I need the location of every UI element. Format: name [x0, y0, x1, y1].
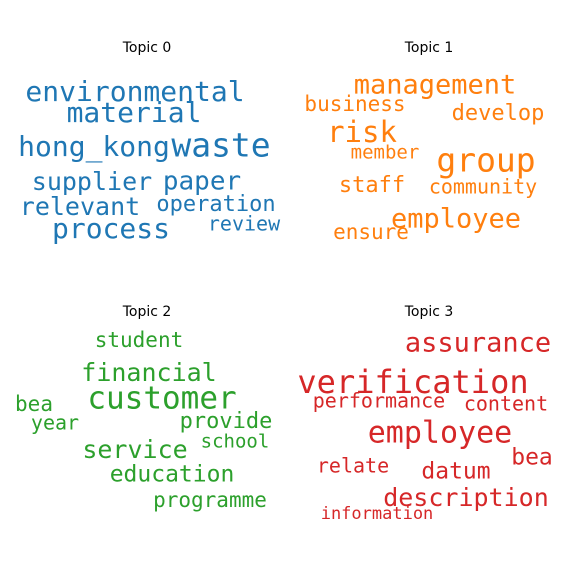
topic-3-word-performance: performance [313, 389, 445, 413]
topic-1-word-ensure: ensure [333, 220, 409, 244]
topic-3-word-relate: relate [317, 454, 389, 478]
topic-1-word-member: member [351, 142, 420, 164]
topic-3-word-employee: employee [368, 416, 513, 451]
topic-1-word-staff: staff [339, 173, 405, 198]
topic-0-title: Topic 0 [122, 40, 172, 56]
topic-3-word-content: content [464, 392, 548, 416]
topic-1-title: Topic 1 [404, 40, 454, 56]
topic-3-word-description: description [383, 483, 549, 512]
topic-2-title: Topic 2 [122, 304, 172, 320]
topic-3-word-verification: verification [297, 363, 528, 401]
topic-0-word-material: material [67, 96, 202, 129]
topic-2-word-customer: customer [87, 381, 236, 417]
topic-3-word-bea: bea [511, 445, 553, 471]
topic-2-word-year: year [31, 411, 79, 435]
topic-1-word-risk: risk [327, 115, 397, 149]
topic-0-word-waste: waste [171, 126, 270, 165]
topic-2-word-programme: programme [153, 488, 267, 512]
topic-0-word-paper: paper [163, 167, 241, 197]
topic-3-title: Topic 3 [404, 304, 454, 320]
topic-3-word-datum: datum [421, 459, 490, 485]
topic-1-word-group: group [436, 141, 535, 180]
topic-1-word-employee: employee [391, 204, 521, 235]
topic-3-word-assurance: assurance [405, 328, 551, 359]
topic-2-word-student: student [95, 328, 184, 352]
topic-2-word-bea: bea [15, 392, 53, 416]
topic-2-word-financial: financial [81, 358, 216, 387]
topic-2-word-education: education [110, 462, 235, 488]
topic-2-word-school: school [201, 431, 270, 453]
topic-3-word-information: information [321, 504, 434, 524]
topic-1-word-management: management [354, 70, 517, 101]
topic-0-word-review: review [208, 212, 281, 236]
topic-0-word-supplier: supplier [32, 167, 152, 196]
topic-0-word-process: process [52, 212, 170, 245]
topic-2-word-service: service [82, 435, 187, 464]
topic-0-word-hong-kong: hong_kong [18, 130, 170, 164]
topic-1-word-community: community [429, 175, 537, 199]
topic-0-word-environmental: environmental [25, 75, 244, 108]
topic-1-word-develop: develop [452, 101, 545, 126]
topic-1-word-business: business [304, 92, 405, 116]
topic-0-word-operation: operation [156, 192, 275, 217]
topic-2-word-provide: provide [180, 409, 273, 434]
topic-0-word-relevant: relevant [20, 192, 140, 221]
